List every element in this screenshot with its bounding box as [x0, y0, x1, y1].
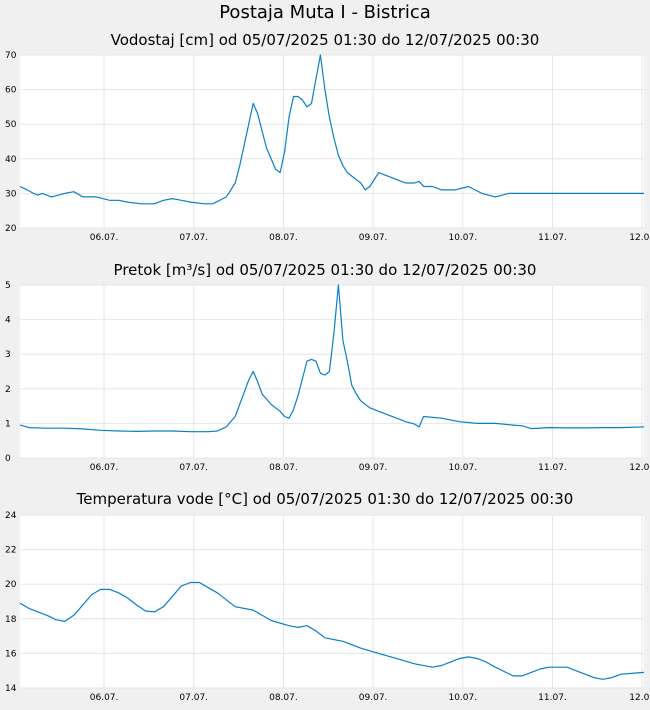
y-tick-label: 1: [5, 419, 11, 429]
y-tick-label: 2: [5, 385, 11, 395]
plot-area: [20, 515, 644, 688]
series-line: [19, 581, 645, 680]
series-line: [19, 284, 645, 433]
x-tick-label: 07.07.: [179, 463, 208, 473]
flow-chart: Pretok [m³/s] od 05/07/2025 01:30 do 12/…: [0, 258, 650, 478]
plot-area: [20, 285, 644, 458]
water-level-chart: Vodostaj [cm] od 05/07/2025 01:30 do 12/…: [0, 28, 650, 248]
y-tick-label: 18: [5, 615, 17, 625]
water-temperature-chart-title: Temperatura vode [°C] od 05/07/2025 01:3…: [76, 490, 574, 508]
y-tick-label: 16: [5, 649, 17, 659]
x-tick-label: 09.07.: [359, 233, 388, 243]
y-tick-label: 14: [5, 684, 17, 694]
y-tick-label: 20: [5, 224, 17, 234]
x-tick-label: 07.07.: [179, 233, 208, 243]
x-tick-label: 10.07.: [448, 463, 477, 473]
water-level-chart-title: Vodostaj [cm] od 05/07/2025 01:30 do 12/…: [110, 31, 540, 49]
flow-chart-title: Pretok [m³/s] od 05/07/2025 01:30 do 12/…: [113, 261, 537, 279]
x-tick-label: 09.07.: [359, 463, 388, 473]
y-tick-label: 5: [5, 281, 11, 291]
y-tick-label: 70: [5, 51, 17, 61]
water-level-plot: 20 30 40 50 60 70 06.07. 07.07. 08.07. 09.07. 10.0…: [5, 51, 650, 243]
plot-area: [20, 55, 644, 228]
series-line: [19, 54, 644, 205]
y-tick-label: 30: [5, 189, 17, 199]
x-tick-label: 08.07.: [269, 233, 298, 243]
y-tick-label: 20: [5, 580, 17, 590]
x-tick-label: 08.07.: [269, 463, 298, 473]
page-title: Postaja Muta I - Bistrica: [219, 2, 431, 23]
x-tick-label: 06.07.: [90, 233, 119, 243]
y-tick-label: 0: [5, 454, 11, 464]
x-tick-label: 06.07.: [90, 463, 119, 473]
y-tick-label: 60: [5, 86, 17, 96]
x-tick-label: 09.07.: [359, 693, 388, 703]
x-tick-label: 07.07.: [179, 693, 208, 703]
flow-plot: 0 1 2 3 4 5 06.07. 07.07. 08.07. 09.07. 10.07. 11.0…: [5, 281, 650, 473]
y-tick-label: 22: [5, 546, 16, 556]
water-temperature-plot: 14 16 18 20 22 24 06.07. 07.07. 08.07. 09.07. 10.0…: [5, 511, 650, 703]
x-tick-label: 11.07.: [538, 463, 567, 473]
x-tick-label: 11.07.: [538, 233, 567, 243]
x-tick-label: 11.07.: [538, 693, 567, 703]
x-tick-label: 12.07: [629, 463, 650, 473]
y-tick-label: 4: [5, 316, 11, 326]
x-tick-label: 06.07.: [90, 693, 119, 703]
y-tick-label: 50: [5, 120, 17, 130]
y-tick-label: 24: [5, 511, 17, 521]
x-tick-label: 10.07.: [448, 233, 477, 243]
x-tick-label: 12.07: [629, 233, 650, 243]
y-tick-label: 3: [5, 350, 11, 360]
water-temperature-chart: Temperatura vode [°C] od 05/07/2025 01:3…: [0, 488, 650, 710]
x-tick-label: 08.07.: [269, 693, 298, 703]
x-tick-label: 12.07: [629, 693, 650, 703]
x-tick-label: 10.07.: [448, 693, 477, 703]
y-tick-label: 40: [5, 155, 17, 165]
